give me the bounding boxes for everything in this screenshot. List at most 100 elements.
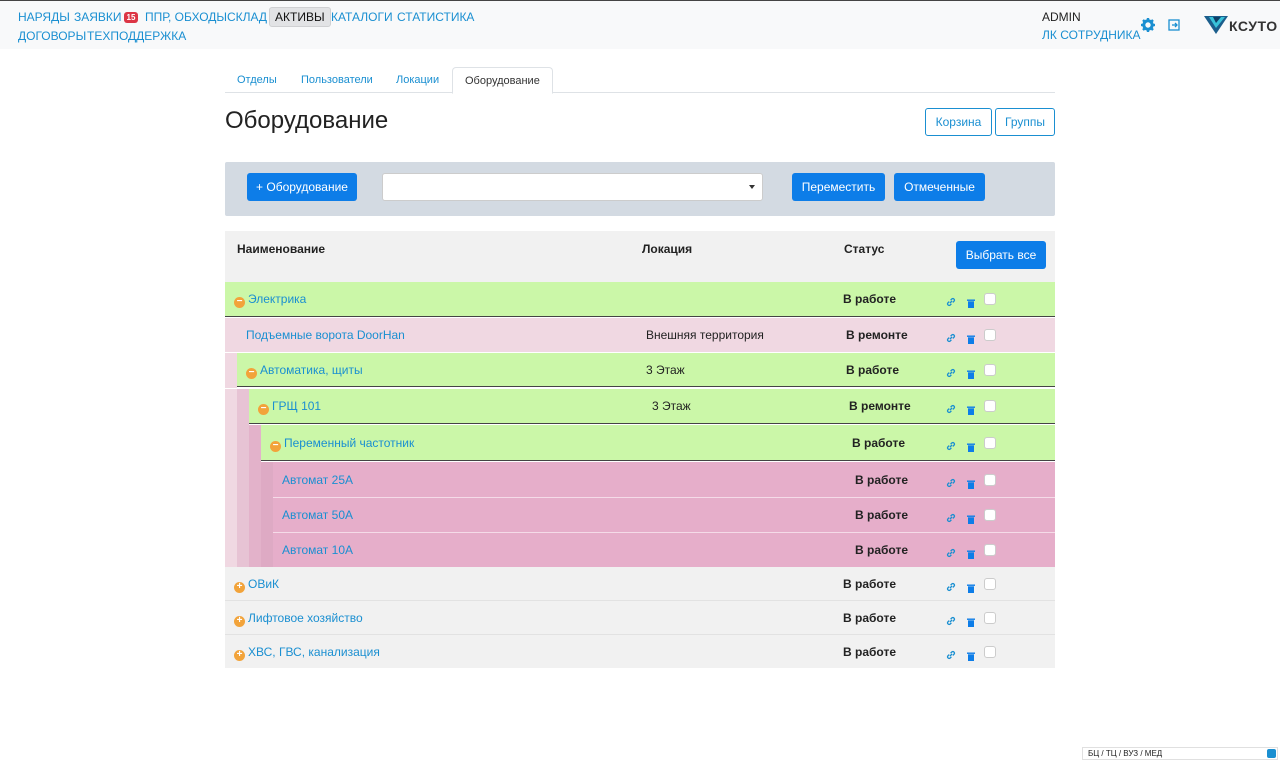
nav-support[interactable]: ТЕХПОДДЕРЖКА [87, 29, 187, 43]
nav-orders[interactable]: НАРЯДЫ [18, 10, 70, 24]
link-icon[interactable] [946, 545, 956, 558]
equipment-location: 3 Этаж [652, 399, 691, 413]
row-checkbox[interactable] [984, 509, 996, 521]
equipment-name: Автоматика, щиты [260, 363, 363, 377]
tree-indent-bar [237, 498, 249, 534]
equipment-status: В работе [843, 611, 896, 625]
row-separator [273, 497, 1055, 498]
equipment-name-link[interactable]: + ХВС, ГВС, канализация [234, 645, 380, 661]
row-checkbox[interactable] [984, 544, 996, 556]
row-checkbox[interactable] [984, 578, 996, 590]
trash-icon[interactable] [967, 614, 975, 627]
move-button[interactable]: Переместить [792, 173, 885, 201]
tree-indent-bar [225, 462, 237, 499]
trash-icon[interactable] [967, 366, 975, 379]
link-icon[interactable] [946, 647, 956, 660]
equipment-name-link[interactable]: Автомат 25А [282, 473, 353, 487]
tree-indent-bar [249, 498, 261, 534]
link-icon[interactable] [946, 510, 956, 523]
equipment-name: ГРЩ 101 [272, 399, 322, 413]
trash-button[interactable]: Корзина [925, 108, 992, 136]
expand-icon[interactable]: + [234, 616, 245, 627]
equipment-name-link[interactable]: Автомат 10А [282, 543, 353, 557]
chevron-down-icon [1267, 749, 1276, 758]
tree-indent-bar [261, 498, 273, 534]
equipment-name-link[interactable]: + Лифтовое хозяйство [234, 611, 363, 627]
row-checkbox[interactable] [984, 474, 996, 486]
tree-indent-bar [225, 353, 237, 388]
row-checkbox[interactable] [984, 329, 996, 341]
gear-icon[interactable] [1139, 16, 1157, 34]
row-checkbox[interactable] [984, 400, 996, 412]
link-icon[interactable] [946, 579, 956, 592]
tree-indent-bar [225, 533, 237, 569]
employee-cabinet-link[interactable]: ЛК СОТРУДНИКА [1042, 28, 1141, 42]
tree-indent-bar [225, 425, 237, 462]
nav-contracts[interactable]: ДОГОВОРЫ [18, 29, 87, 43]
row-checkbox[interactable] [984, 612, 996, 624]
nav-maintenance[interactable]: ППР, ОБХОДЫ [145, 10, 228, 24]
equipment-status: В работе [846, 363, 899, 377]
row-checkbox[interactable] [984, 646, 996, 658]
trash-icon[interactable] [967, 476, 975, 489]
groups-button[interactable]: Группы [995, 108, 1055, 136]
marked-button[interactable]: Отмеченные [894, 173, 985, 201]
link-icon[interactable] [946, 294, 956, 307]
equipment-name-link[interactable]: − ГРЩ 101 [258, 399, 321, 415]
trash-icon[interactable] [967, 439, 975, 452]
logout-icon[interactable] [1166, 16, 1184, 34]
row-checkbox[interactable] [984, 293, 996, 305]
nav-requests[interactable]: ЗАЯВКИ 15 [74, 10, 139, 24]
equipment-status: В работе [843, 292, 896, 306]
trash-icon[interactable] [967, 511, 975, 524]
tab-locations[interactable]: Локации [396, 74, 440, 86]
trash-icon[interactable] [967, 546, 975, 559]
nav-warehouse[interactable]: СКЛАД [227, 10, 268, 24]
tree-indent-bar [261, 533, 273, 569]
nav-statistics[interactable]: СТАТИСТИКА [397, 10, 475, 24]
select-all-button[interactable]: Выбрать все [956, 241, 1046, 269]
collapse-icon[interactable]: − [258, 404, 269, 415]
link-icon[interactable] [946, 613, 956, 626]
equipment-name-link[interactable]: Подъемные ворота DoorHan [246, 328, 405, 342]
row-checkbox[interactable] [984, 364, 996, 376]
trash-icon[interactable] [967, 331, 975, 344]
table-row: − Переменный частотник В работе [261, 425, 1055, 460]
collapse-icon[interactable]: − [270, 441, 281, 452]
link-icon[interactable] [946, 330, 956, 343]
add-equipment-button[interactable]: + Оборудование [247, 173, 357, 201]
equipment-name-link[interactable]: Автомат 50А [282, 508, 353, 522]
row-checkbox[interactable] [984, 437, 996, 449]
tree-indent-bar [225, 389, 237, 425]
tree-indent-bar [237, 533, 249, 569]
equipment-status: В ремонте [846, 328, 908, 342]
collapse-icon[interactable]: − [246, 368, 257, 379]
link-icon[interactable] [946, 475, 956, 488]
tab-equipment[interactable]: Оборудование [452, 67, 553, 94]
table-row: Подъемные ворота DoorHan Внешняя территор… [225, 318, 1055, 352]
expand-icon[interactable]: + [234, 650, 245, 661]
tab-users[interactable]: Пользователи [301, 74, 373, 86]
equipment-name: Подъемные ворота DoorHan [246, 328, 405, 342]
equipment-name: Переменный частотник [284, 436, 415, 450]
object-type-value: БЦ / ТЦ / ВУЗ / МЕД [1088, 749, 1163, 758]
equipment-name-link[interactable]: + ОВиК [234, 577, 279, 593]
object-type-select[interactable]: БЦ / ТЦ / ВУЗ / МЕД [1082, 747, 1278, 760]
trash-icon[interactable] [967, 580, 975, 593]
expand-icon[interactable]: + [234, 582, 245, 593]
tab-departments[interactable]: Отделы [237, 74, 277, 86]
link-icon[interactable] [946, 438, 956, 451]
link-icon[interactable] [946, 401, 956, 414]
link-icon[interactable] [946, 365, 956, 378]
location-select[interactable] [382, 173, 763, 201]
equipment-name-link[interactable]: − Электрика [234, 292, 306, 308]
trash-icon[interactable] [967, 402, 975, 415]
nav-catalogs[interactable]: КАТАЛОГИ [331, 10, 393, 24]
row-separator [249, 423, 1055, 424]
trash-icon[interactable] [967, 648, 975, 661]
equipment-name-link[interactable]: − Переменный частотник [270, 436, 414, 452]
collapse-icon[interactable]: − [234, 297, 245, 308]
nav-assets[interactable]: АКТИВЫ [269, 7, 331, 27]
trash-icon[interactable] [967, 295, 975, 308]
equipment-name-link[interactable]: − Автоматика, щиты [246, 363, 363, 379]
